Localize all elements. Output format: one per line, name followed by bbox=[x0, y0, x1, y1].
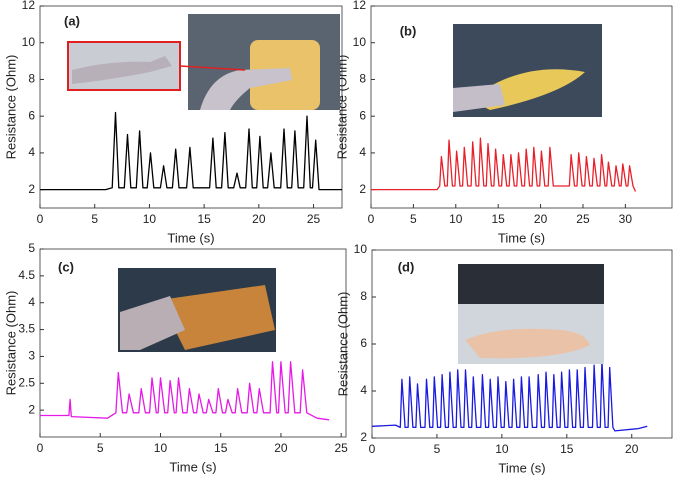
y-tick-label: 2 bbox=[28, 182, 35, 196]
x-tick-label: 5 bbox=[97, 441, 104, 455]
y-tick-label: 2 bbox=[360, 430, 367, 444]
y-tick-label: 4 bbox=[28, 145, 35, 159]
y-tick-label: 10 bbox=[22, 35, 36, 49]
x-tick-label: 5 bbox=[91, 212, 98, 226]
y-tick-label: 12 bbox=[353, 0, 367, 12]
inset-hand bbox=[72, 56, 172, 84]
data-line bbox=[40, 111, 342, 191]
y-tick-label: 10 bbox=[353, 35, 367, 49]
panel-label: (a) bbox=[64, 13, 80, 28]
x-axis-label: Time (s) bbox=[498, 460, 545, 475]
x-axis-label: Time (s) bbox=[169, 459, 216, 474]
inset-hand bbox=[120, 296, 185, 350]
photo-insets bbox=[67, 14, 604, 364]
y-tick-label: 4 bbox=[360, 383, 367, 397]
y-tick-label: 2 bbox=[28, 402, 35, 416]
x-axis-label: Time (s) bbox=[498, 230, 545, 245]
x-tick-label: 25 bbox=[307, 212, 321, 226]
inset-arrow bbox=[179, 65, 246, 71]
y-tick-label: 8 bbox=[359, 72, 366, 86]
y-tick-label: 6 bbox=[28, 108, 35, 122]
y-tick-label: 5 bbox=[28, 241, 35, 255]
y-tick-label: 12 bbox=[22, 0, 36, 12]
x-tick-label: 25 bbox=[335, 441, 349, 455]
y-tick-label: 8 bbox=[28, 72, 35, 86]
x-tick-label: 15 bbox=[560, 442, 574, 456]
y-tick-label: 6 bbox=[360, 336, 367, 350]
x-tick-label: 10 bbox=[495, 442, 509, 456]
y-tick-label: 6 bbox=[359, 108, 366, 122]
y-axis-label: Resistance (Ohm) bbox=[3, 291, 18, 396]
panel: 0 5 10 15 20 25 2 4 6 8 10 12 Time (s) Resistance (Oh… bbox=[3, 0, 343, 245]
x-tick-label: 0 bbox=[368, 212, 375, 226]
y-tick-label: 2 bbox=[359, 182, 366, 196]
y-tick-label: 2.5 bbox=[18, 375, 35, 389]
inset-object bbox=[160, 285, 275, 350]
y-axis-label: Resistance (Ohm) bbox=[3, 55, 18, 160]
inset-object bbox=[465, 328, 590, 359]
panel-label: (c) bbox=[58, 259, 74, 274]
inset-screen bbox=[458, 264, 604, 304]
x-tick-label: 5 bbox=[434, 442, 441, 456]
x-tick-label: 25 bbox=[576, 212, 590, 226]
x-tick-label: 15 bbox=[492, 212, 506, 226]
x-tick-label: 0 bbox=[37, 441, 44, 455]
x-tick-label: 5 bbox=[410, 212, 417, 226]
plot-frame bbox=[39, 248, 347, 438]
x-tick-label: 0 bbox=[37, 212, 44, 226]
plot-frame bbox=[39, 5, 343, 209]
x-tick-label: 20 bbox=[625, 442, 639, 456]
x-tick-label: 10 bbox=[143, 212, 157, 226]
y-tick-label: 4.5 bbox=[18, 268, 35, 282]
y-tick-label: 10 bbox=[354, 242, 368, 256]
data-line bbox=[371, 137, 637, 192]
data-line bbox=[40, 361, 330, 421]
plot-frame bbox=[370, 5, 673, 209]
panel-label: (b) bbox=[400, 23, 417, 38]
data-line bbox=[371, 359, 648, 432]
x-tick-label: 20 bbox=[274, 441, 288, 455]
panel: 0 5 10 15 20 2 4 6 8 10 Time (s) Resistance (Ohm) bbox=[335, 242, 673, 475]
y-tick-label: 3 bbox=[28, 349, 35, 363]
y-tick-label: 3.5 bbox=[18, 322, 35, 336]
y-tick-label: 8 bbox=[360, 289, 367, 303]
x-tick-label: 15 bbox=[197, 212, 211, 226]
x-tick-label: 10 bbox=[449, 212, 463, 226]
y-tick-label: 4 bbox=[359, 145, 366, 159]
x-tick-label: 10 bbox=[154, 441, 168, 455]
panel-label: (d) bbox=[398, 259, 415, 274]
x-axis-label: Time (s) bbox=[167, 230, 214, 245]
x-tick-label: 0 bbox=[369, 442, 376, 456]
y-tick-label: 4 bbox=[28, 295, 35, 309]
panel: 0 5 10 15 20 25 2 2.5 3 3.5 4 4.5 5 Time (s) Resistanc… bbox=[3, 241, 348, 474]
y-axis-label: Resistance (Ohm) bbox=[335, 292, 350, 397]
x-tick-label: 30 bbox=[619, 212, 633, 226]
x-tick-label: 15 bbox=[214, 441, 228, 455]
inset-hand bbox=[200, 68, 292, 110]
inset-hand bbox=[453, 84, 505, 112]
x-tick-label: 20 bbox=[534, 212, 548, 226]
x-tick-label: 20 bbox=[252, 212, 266, 226]
